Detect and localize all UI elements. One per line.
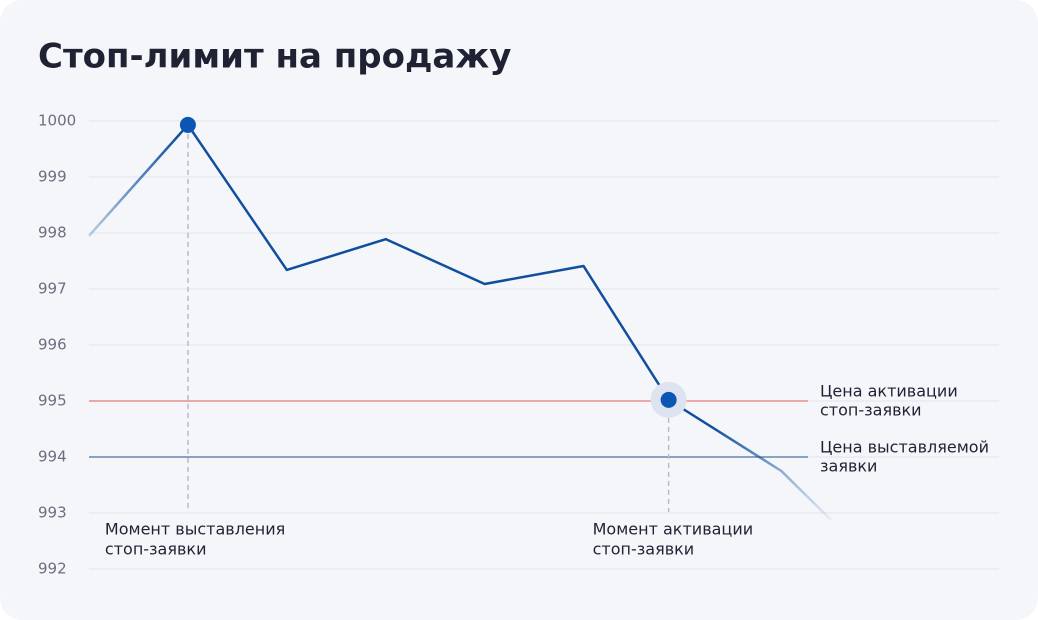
y-tick-label: 998 <box>38 224 67 242</box>
y-tick-label: 994 <box>38 448 67 466</box>
reference-label: Цена активации <box>820 382 958 401</box>
event-label: Момент выставления <box>105 520 285 539</box>
y-tick-label: 999 <box>38 168 67 186</box>
y-tick-label: 995 <box>38 392 67 410</box>
chart-title: Стоп-лимит на продажу <box>38 37 511 77</box>
y-tick-label: 1000 <box>38 112 76 130</box>
reference-label: Цена выставляемой <box>820 438 989 457</box>
y-tick-label: 997 <box>38 280 67 298</box>
reference-label: заявки <box>820 457 877 476</box>
series-line <box>88 123 832 521</box>
event-point <box>660 391 677 408</box>
reference-label: стоп-заявки <box>820 401 922 420</box>
y-tick-label: 993 <box>38 504 67 522</box>
event-label: стоп-заявки <box>105 540 207 559</box>
event-point <box>179 116 196 133</box>
y-tick-label: 996 <box>38 336 67 354</box>
event-label: Момент активации <box>593 520 753 539</box>
y-tick-label: 992 <box>38 560 67 578</box>
event-label: стоп-заявки <box>593 540 695 559</box>
